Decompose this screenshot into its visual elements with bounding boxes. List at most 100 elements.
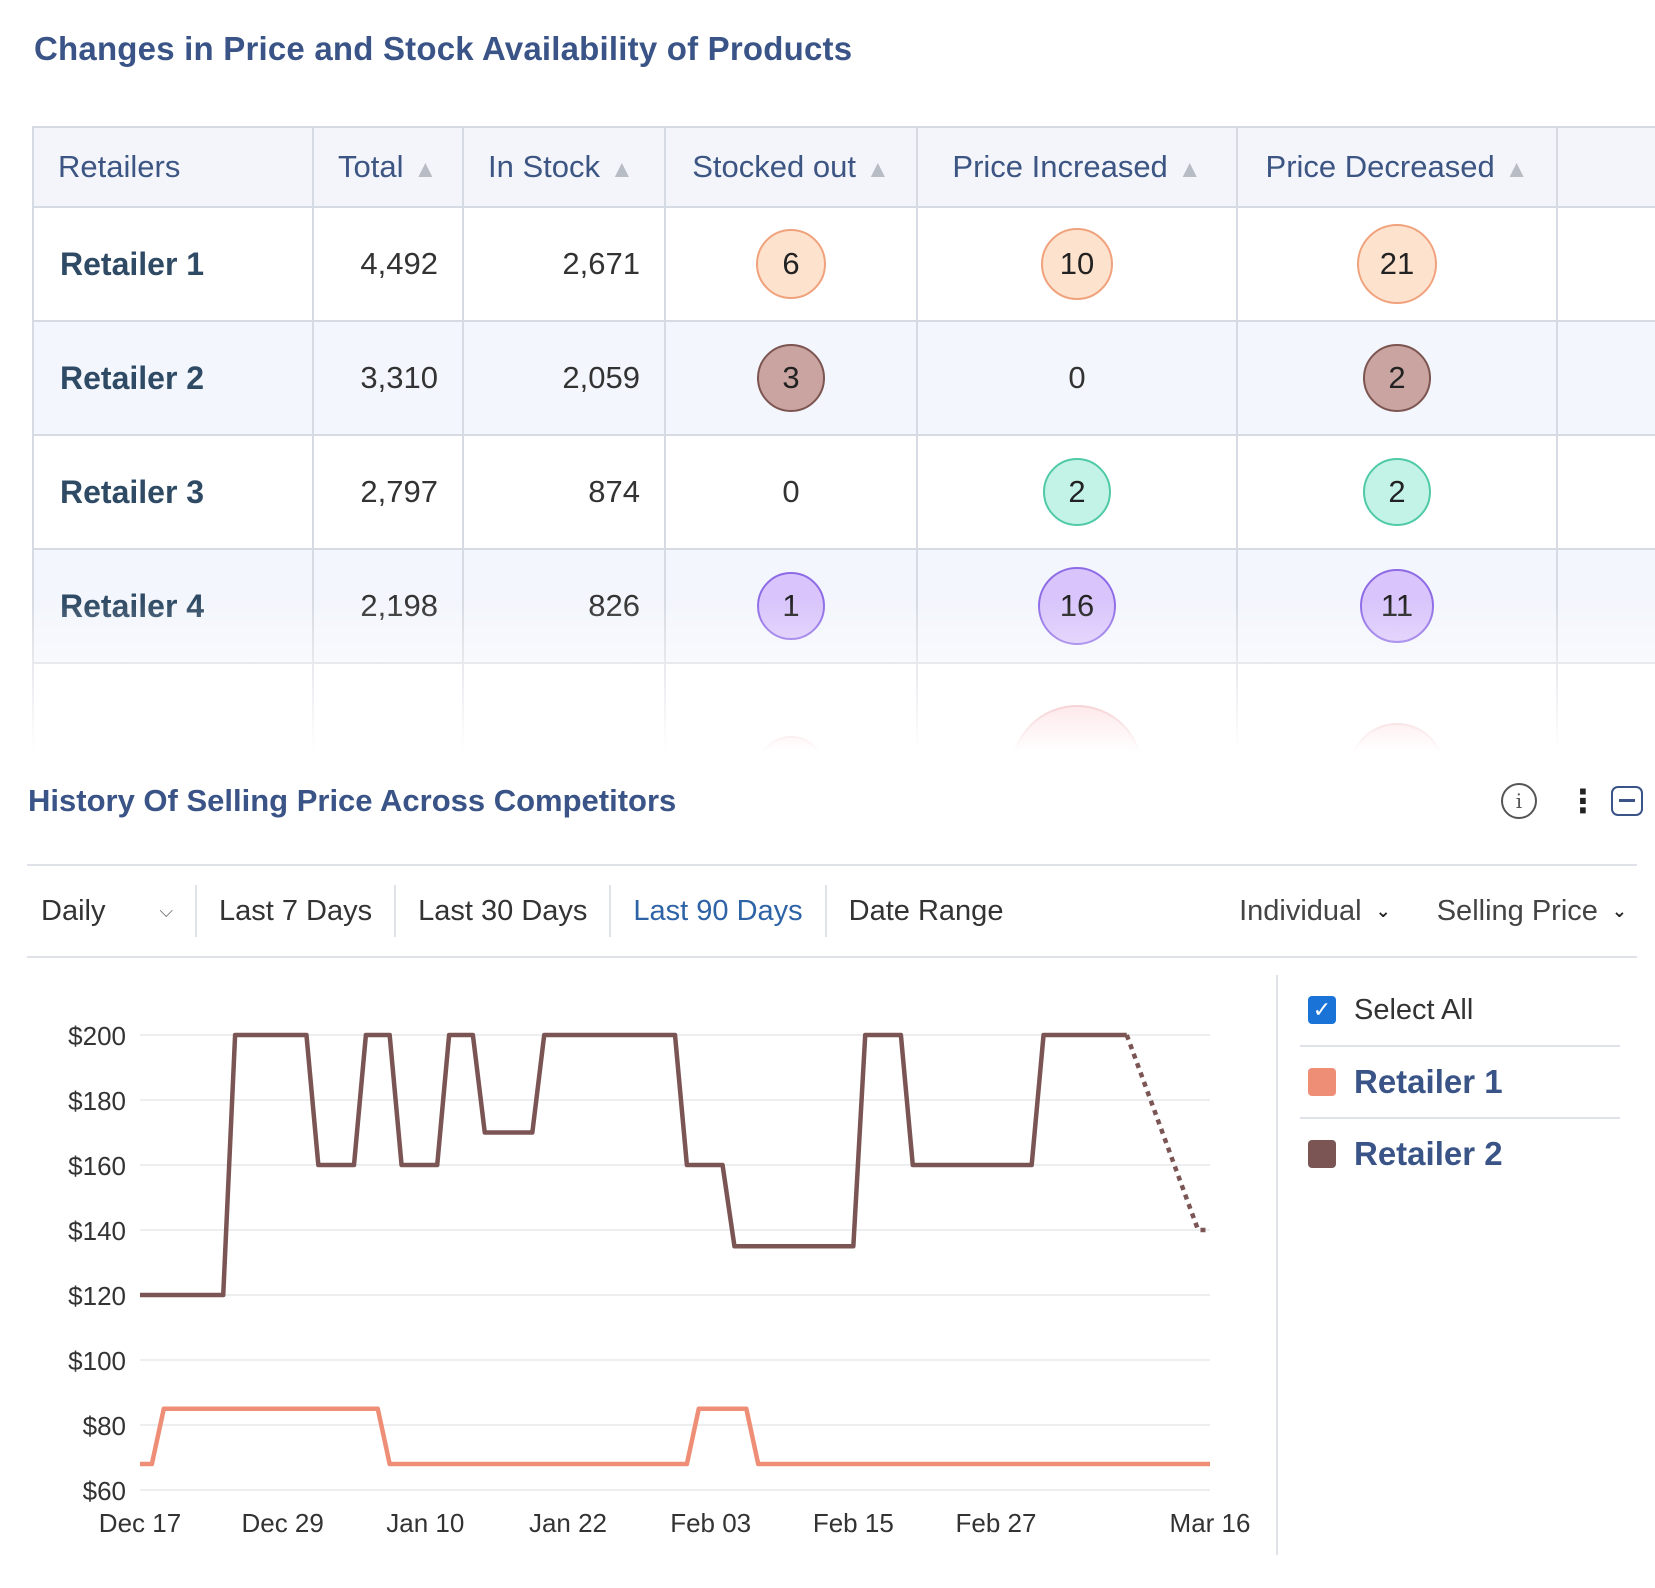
price-decreased-bubble[interactable]: 21 [1357,224,1437,304]
price-increased-bubble[interactable] [1011,705,1143,756]
legend-label: Retailer 2 [1354,1135,1503,1172]
price-decreased-bubble[interactable] [1349,723,1445,756]
page-title: Changes in Price and Stock Availability … [34,30,853,67]
in-stock-cell: 874 [462,434,666,550]
table-row: Retailer 4 2,198 826 1 16 11 [32,548,1655,664]
x-tick-label: Mar 16 [1170,1508,1251,1538]
collapse-icon[interactable] [1611,786,1643,816]
metric-select[interactable]: Selling Price ⌄ [1437,895,1627,928]
y-tick-label: $180 [68,1086,126,1116]
price-increased-cell [916,662,1238,756]
price-increased-bubble[interactable]: 16 [1038,567,1116,645]
price-decreased-bubble[interactable]: 2 [1363,458,1431,526]
legend-swatch [1308,1140,1336,1168]
sort-asc-icon[interactable]: ▲ [865,156,890,183]
x-tick-label: Jan 22 [529,1508,607,1538]
sort-asc-icon[interactable]: ▲ [1504,156,1529,183]
checkbox-checked-icon[interactable]: ✓ [1308,996,1336,1024]
header-extra [1556,126,1655,208]
stocked-out-bubble[interactable]: 6 [756,229,826,299]
retailer-name[interactable]: Retailer 3 [32,434,314,550]
header-in-stock[interactable]: In Stock ▲ [462,126,666,208]
series-line-1 [140,1406,1210,1467]
x-tick-label: Dec 17 [99,1508,181,1538]
sort-asc-icon[interactable]: ▲ [610,156,634,183]
header-total[interactable]: Total ▲ [312,126,464,208]
chevron-down-icon: ⌄ [1375,900,1391,921]
retailer-name[interactable]: Retailer 4 [32,548,314,664]
stocked-out-cell: 6 [664,206,918,322]
table-header-row: Retailers Total ▲ In Stock ▲ Stocked out ▲ … [32,126,1655,208]
y-tick-label: $160 [68,1151,126,1181]
legend-item-retailer-2[interactable]: Retailer 2 [1300,1119,1620,1189]
stocked-out-bubble[interactable] [756,736,826,756]
y-tick-label: $60 [83,1476,126,1506]
x-tick-label: Dec 29 [241,1508,323,1538]
table-row: Retailer 2 3,310 2,059 3 0 2 [32,320,1655,436]
price-decreased-bubble[interactable]: 11 [1360,569,1434,643]
price-decreased-cell [1236,662,1558,756]
sort-asc-icon[interactable]: ▲ [1177,156,1202,183]
extra-cell [1556,434,1655,550]
info-icon[interactable]: i [1501,783,1537,819]
range-date-range[interactable]: Date Range [848,894,1004,927]
price-decreased-cell: 11 [1236,548,1558,664]
in-stock-cell [462,662,666,756]
range-last-7-days[interactable]: Last 7 Days [197,885,397,937]
retailer-summary-table: Retailers Total ▲ In Stock ▲ Stocked out ▲ … [32,126,1655,756]
x-tick-label: Feb 15 [813,1508,894,1538]
header-price-decreased[interactable]: Price Decreased ▲ [1236,126,1558,208]
stocked-out-cell: 3 [664,320,918,436]
header-stocked-out[interactable]: Stocked out ▲ [664,126,918,208]
stocked-out-bubble[interactable]: 1 [757,572,825,640]
chart-legend: ✓ Select All Retailer 1 Retailer 2 [1276,975,1620,1555]
price-increased-bubble[interactable]: 10 [1041,228,1113,300]
sort-asc-icon[interactable]: ▲ [413,156,438,183]
stocked-out-bubble[interactable]: 3 [757,344,825,412]
range-last-90-days[interactable]: Last 90 Days [611,885,827,937]
price-increased-cell: 2 [916,434,1238,550]
legend-select-all[interactable]: ✓ Select All [1300,975,1620,1047]
price-decreased-cell: 21 [1236,206,1558,322]
view-mode-select[interactable]: Individual ⌄ [1239,895,1391,928]
select-all-label: Select All [1354,993,1474,1026]
price-decreased-cell: 2 [1236,320,1558,436]
price-increased-cell: 0 [916,320,1238,436]
header-retailers: Retailers [32,126,314,208]
chart-title: History Of Selling Price Across Competit… [28,783,677,818]
table-row: Retailer 3 2,797 874 0 2 2 [32,434,1655,550]
retailer-name[interactable]: Retailer 2 [32,320,314,436]
extra-cell [1556,662,1655,756]
price-decreased-bubble[interactable]: 2 [1363,344,1431,412]
granularity-label: Daily [41,894,106,927]
price-decreased-cell: 2 [1236,434,1558,550]
chart-header-actions: i ⋮ [1501,783,1643,819]
y-tick-label: $200 [68,1021,126,1051]
granularity-select[interactable]: Daily ⌵ [27,885,197,937]
stocked-out-cell: 0 [664,434,918,550]
chevron-down-icon: ⌵ [159,900,173,921]
total-cell: 4,492 [312,206,464,322]
total-cell: 2,198 [312,548,464,664]
x-tick-label: Jan 10 [386,1508,464,1538]
total-cell [312,662,464,756]
y-tick-label: $120 [68,1281,126,1311]
total-cell: 2,797 [312,434,464,550]
total-cell: 3,310 [312,320,464,436]
price-increased-bubble[interactable]: 2 [1043,458,1111,526]
metric-label: Selling Price [1436,894,1598,927]
legend-item-retailer-1[interactable]: Retailer 1 [1300,1047,1620,1119]
extra-cell [1556,548,1655,664]
retailer-name[interactable]: Retailer 1 [32,206,314,322]
kebab-menu-icon[interactable]: ⋮ [1567,783,1599,819]
range-last-30-days[interactable]: Last 30 Days [396,885,612,937]
series-line-forecast-2 [1124,1034,1210,1233]
header-price-increased[interactable]: Price Increased ▲ [916,126,1238,208]
x-tick-label: Feb 27 [956,1508,1037,1538]
retailer-name[interactable] [32,662,314,756]
y-tick-label: $80 [83,1411,126,1441]
table-row: Retailer 1 4,492 2,671 6 10 21 [32,206,1655,322]
x-tick-label: Feb 03 [670,1508,751,1538]
in-stock-cell: 826 [462,548,666,664]
legend-swatch [1308,1068,1336,1096]
